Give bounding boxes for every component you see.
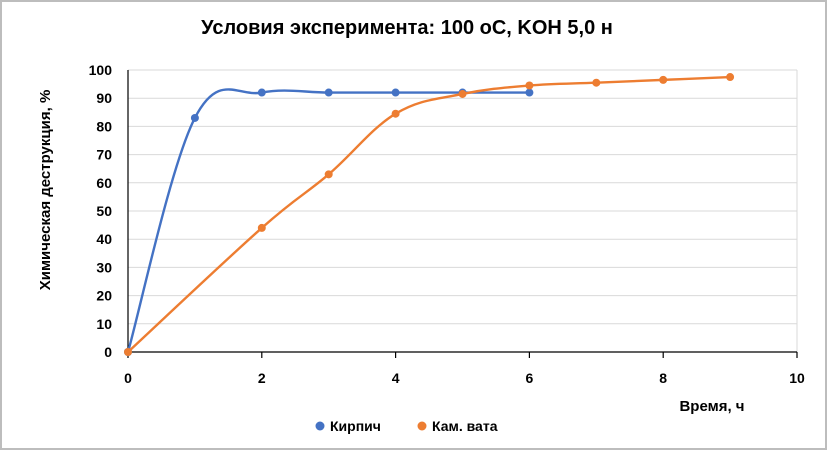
data-point: [190, 113, 199, 122]
series-group: [124, 73, 735, 356]
y-tick-label: 100: [89, 62, 113, 78]
data-point: [324, 170, 333, 179]
y-tick-label: 50: [96, 203, 112, 219]
y-tick-label: 10: [96, 316, 112, 332]
data-point: [592, 78, 601, 87]
data-point: [525, 88, 534, 97]
grid-lines: [128, 69, 798, 352]
data-point: [458, 89, 467, 98]
legend: Кирпич Кам. вата: [315, 418, 498, 434]
data-point: [726, 73, 735, 82]
data-point: [391, 109, 400, 118]
data-point: [525, 81, 534, 90]
chart-title: Условия эксперимента: 100 oC, KOH 5,0 н: [201, 17, 613, 39]
x-tick-label: 4: [392, 370, 400, 386]
y-tick-label: 0: [104, 344, 112, 360]
legend-label-0: Кирпич: [330, 418, 381, 434]
data-point: [124, 348, 132, 356]
x-tick-label: 6: [526, 370, 534, 386]
x-tick-label: 8: [659, 370, 667, 386]
y-tick-label: 70: [96, 147, 112, 163]
y-tick-label: 30: [96, 259, 112, 275]
legend-marker-1: [417, 421, 427, 431]
x-tick-label: 0: [124, 370, 132, 386]
y-axis-label: Химическая деструкция, %: [37, 90, 54, 291]
x-tick-label: 10: [789, 370, 805, 386]
data-point: [257, 223, 266, 232]
data-point: [257, 88, 266, 97]
x-tick-label: 2: [258, 370, 266, 386]
data-point: [391, 88, 400, 97]
y-tick-label: 20: [96, 288, 112, 304]
x-axis-label: Время, ч: [679, 398, 744, 415]
series-line-0: [126, 88, 530, 353]
y-tick-label: 40: [96, 231, 112, 247]
legend-marker-0: [315, 421, 325, 431]
y-tick-label: 90: [96, 90, 112, 106]
y-tick-labels: 0 10 20 30 40 50 60 70 80 90 100: [89, 62, 113, 360]
axes: [127, 70, 798, 358]
y-tick-label: 60: [96, 175, 112, 191]
data-point: [659, 75, 668, 84]
y-tick-label: 80: [96, 118, 112, 134]
legend-label-1: Кам. вата: [432, 418, 498, 434]
x-tick-labels: 0 2 4 6 8 10: [124, 370, 805, 386]
data-point: [324, 88, 333, 97]
series-line-1: [127, 75, 731, 353]
